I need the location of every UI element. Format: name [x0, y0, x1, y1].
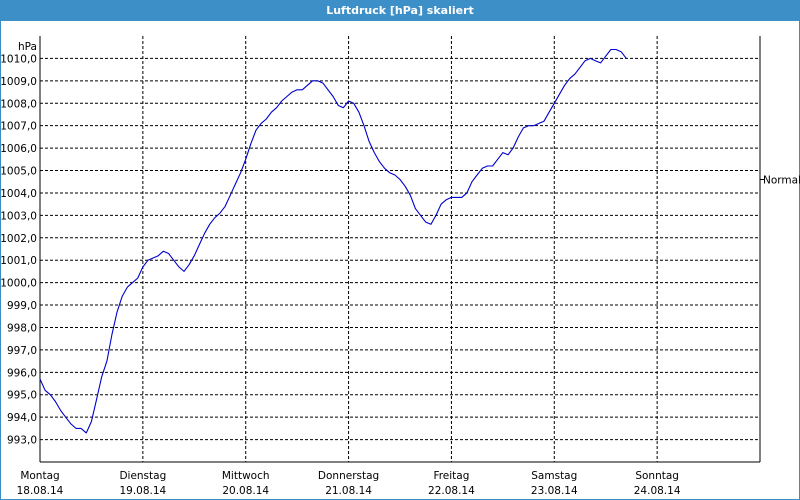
x-tick-day: Donnerstag [318, 470, 379, 482]
y-tick-label: 993,0 [7, 435, 37, 447]
x-tick-day: Dienstag [119, 470, 166, 482]
y-tick-label: 995,0 [7, 390, 37, 402]
grid [39, 36, 760, 462]
labels: 993,0 994,0 995,0 996,0 997,0 998,0 999,0 1000,… [0, 41, 800, 497]
y-tick-label: 1010,0 [0, 53, 37, 65]
y-tick-label: 1006,0 [0, 143, 37, 155]
series-line-pressure [39, 48, 627, 434]
y-tick-label: 1004,0 [0, 188, 37, 200]
y-tick-label: 999,0 [7, 300, 37, 312]
x-tick-day: Sonntag [635, 470, 679, 482]
y-tick-label: 1003,0 [0, 210, 37, 222]
axes [39, 36, 764, 463]
y-tick-label: 1000,0 [0, 278, 37, 290]
x-tick-date: 21.08.14 [325, 485, 372, 497]
x-tick-date: 18.08.14 [17, 485, 64, 497]
y-tick-label: 998,0 [7, 322, 37, 334]
y-tick-label: 1001,0 [0, 255, 37, 267]
x-tick-date: 19.08.14 [119, 485, 166, 497]
y-tick-label: 996,0 [7, 367, 37, 379]
reference-label: Normal [763, 174, 800, 186]
y-tick-label: 1009,0 [0, 76, 37, 88]
x-tick-date: 24.08.14 [634, 485, 681, 497]
window-title: Luftdruck [hPa] skaliert [0, 0, 800, 21]
x-tick-day: Montag [20, 470, 59, 482]
x-tick-day: Samstag [531, 470, 577, 482]
y-tick-label: 1005,0 [0, 166, 37, 178]
x-tick-day: Freitag [433, 470, 469, 482]
y-tick-label: 1007,0 [0, 121, 37, 133]
x-tick-day: Mittwoch [222, 470, 270, 482]
y-tick-label: 997,0 [7, 345, 37, 357]
x-tick-date: 22.08.14 [428, 485, 475, 497]
series [39, 48, 627, 434]
y-tick-label: 1002,0 [0, 233, 37, 245]
x-tick-date: 20.08.14 [222, 485, 269, 497]
x-tick-date: 23.08.14 [531, 485, 578, 497]
y-tick-label: 1008,0 [0, 98, 37, 110]
y-axis-label: hPa [18, 41, 37, 53]
y-tick-label: 994,0 [7, 412, 37, 424]
